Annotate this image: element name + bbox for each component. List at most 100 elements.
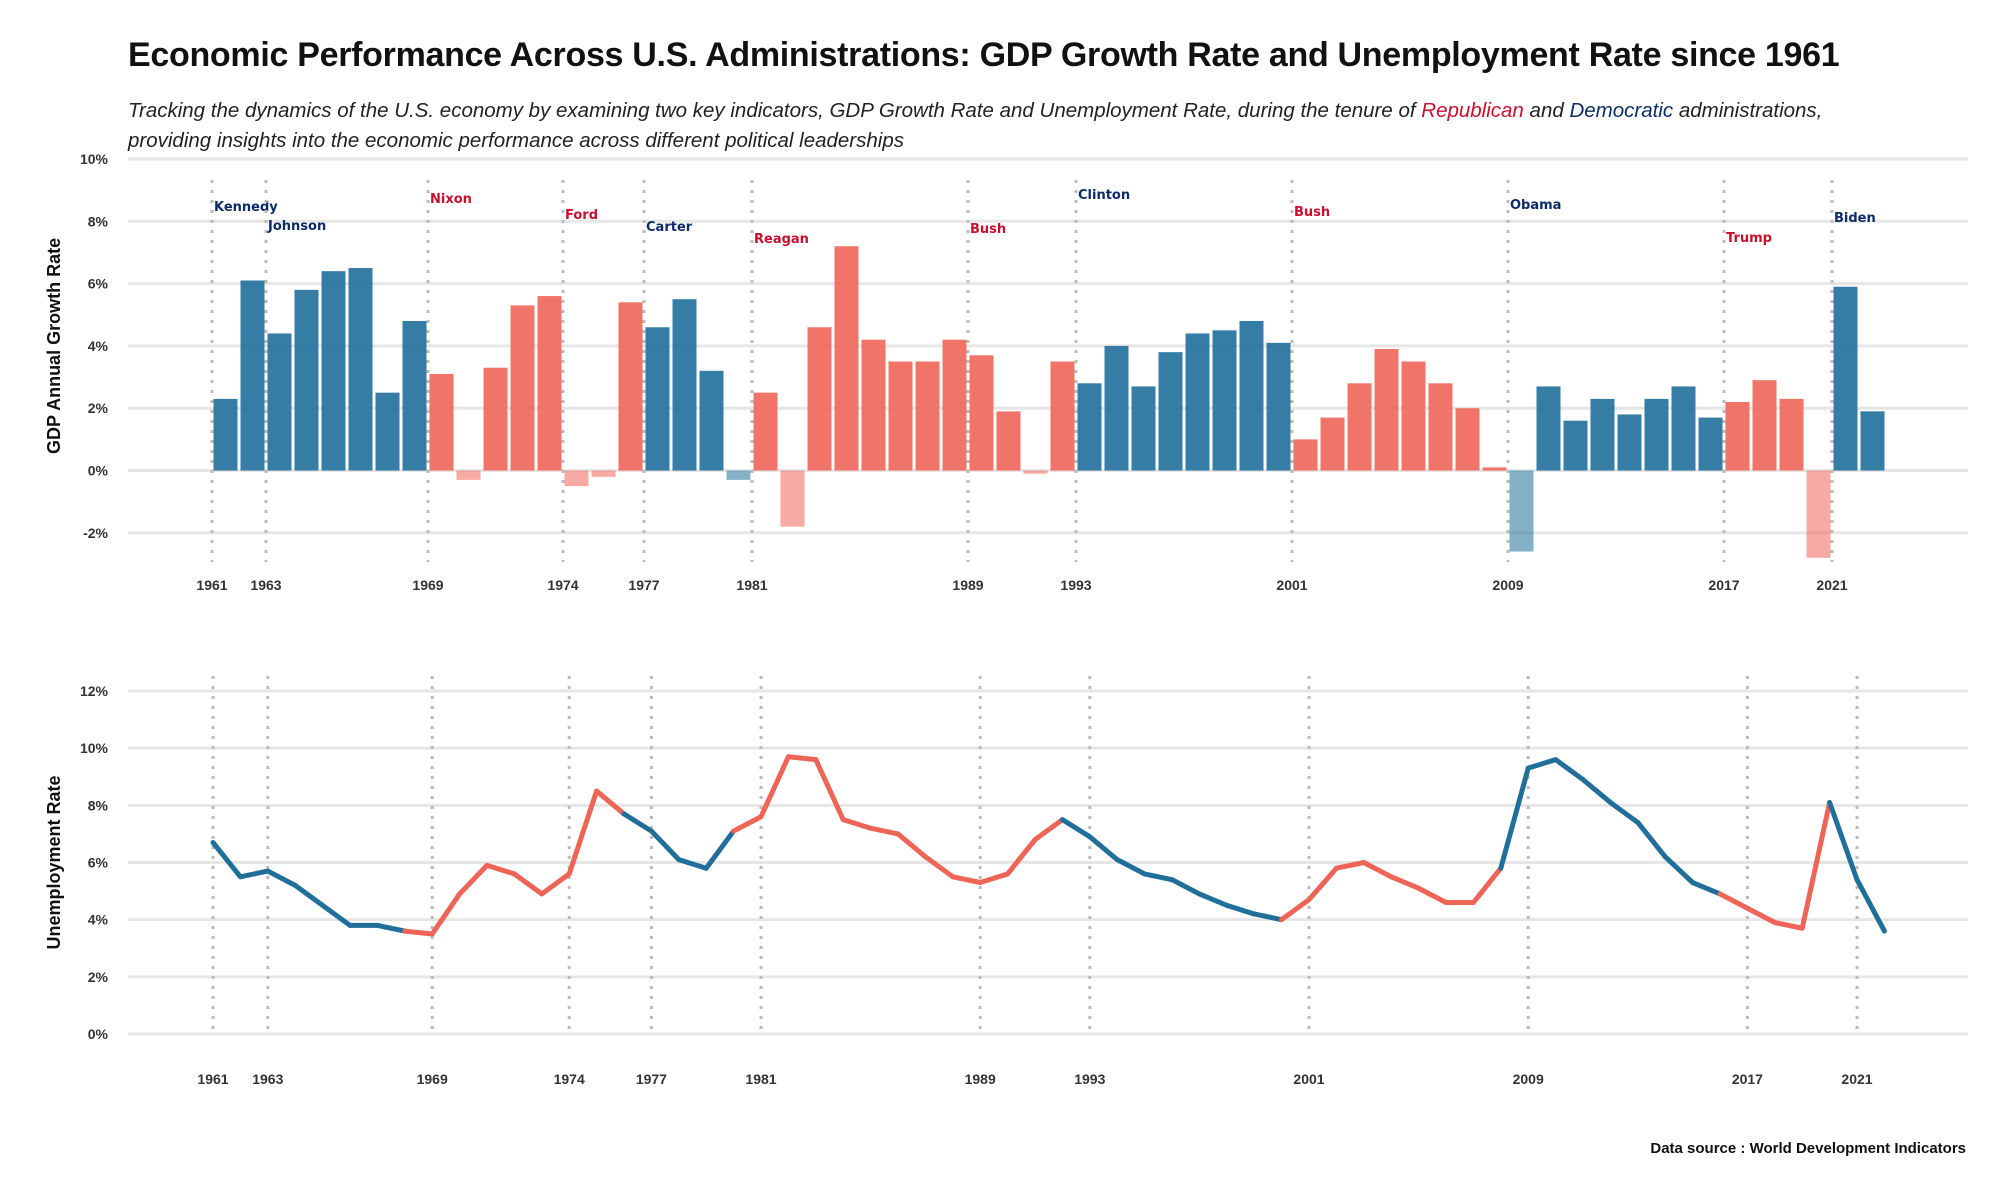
unemployment-line-segment	[1388, 874, 1422, 891]
gdp-president-label: Obama	[1510, 198, 1561, 213]
unemployment-line-segment	[1306, 865, 1339, 903]
gdp-bar	[348, 268, 373, 471]
unemployment-line-segment	[868, 825, 901, 837]
unemployment-line-segment	[429, 891, 463, 937]
unemployment-line-segment	[1114, 857, 1148, 877]
unemployment-line-segment	[1607, 799, 1641, 825]
gdp-bar	[1050, 361, 1075, 471]
gdp-bar	[1401, 361, 1426, 471]
gdp-president-label: Reagan	[754, 232, 809, 247]
gdp-bar	[213, 398, 238, 471]
unemployment-x-tick-label: 2009	[1513, 1071, 1544, 1087]
gdp-president-label: Johnson	[267, 219, 326, 234]
gdp-growth-panel: -2% 0% 2% 4% 6% 8% 10% GDP Annual Growth Rate Ke…	[44, 151, 1968, 593]
gdp-x-tick-label: 1993	[1060, 577, 1091, 593]
gdp-bar	[1428, 383, 1453, 471]
unemployment-x-tick-label: 2021	[1841, 1071, 1872, 1087]
gdp-y-tick-label: 8%	[88, 213, 109, 229]
unemployment-line-segment	[1580, 777, 1613, 805]
gdp-bar	[1320, 417, 1345, 471]
gdp-x-tick-label: 1969	[412, 577, 443, 593]
subtitle-republican: Republican	[1421, 99, 1524, 122]
gdp-y-axis-title: GDP Annual Growth Rate	[44, 238, 64, 454]
gdp-president-label: Bush	[1294, 205, 1330, 220]
chart-subtitle: Tracking the dynamics of the U.S. econom…	[128, 96, 1908, 156]
data-source-note: Data source : World Development Indicato…	[1650, 1140, 1966, 1157]
unemployment-line-segment	[1553, 757, 1586, 783]
gdp-bar	[780, 470, 805, 527]
gdp-bar	[969, 355, 994, 471]
unemployment-line-segment	[1251, 911, 1285, 923]
unemployment-line-segment	[484, 862, 517, 877]
gdp-y-tick-label: 4%	[88, 338, 109, 354]
unemployment-line-segment	[1470, 865, 1504, 906]
unemployment-line-segment	[1827, 799, 1860, 883]
gdp-bar	[1752, 380, 1777, 471]
gdp-bar	[699, 370, 724, 471]
gdp-bar	[1077, 383, 1102, 471]
gdp-president-label: Trump	[1726, 231, 1772, 246]
unemployment-y-axis-title: Unemployment Rate	[44, 775, 64, 949]
unemployment-line-segment	[210, 839, 243, 880]
gdp-y-tick-label: 6%	[88, 276, 109, 292]
unemployment-line-segment	[1525, 757, 1559, 771]
gdp-bar	[1509, 470, 1534, 552]
gdp-y-tick-label: 10%	[80, 151, 109, 167]
unemployment-x-tick-label: 1969	[417, 1071, 448, 1087]
gdp-bar	[834, 246, 859, 471]
gdp-bar	[645, 327, 670, 471]
gdp-bar	[1617, 414, 1642, 471]
unemployment-y-tick-label: 10%	[80, 740, 109, 756]
unemployment-line-segment	[1196, 891, 1230, 908]
gdp-president-label: Nixon	[430, 192, 472, 207]
gdp-bar	[726, 470, 751, 480]
subtitle-text-3: administrations, providing insights into…	[128, 99, 1823, 152]
gdp-x-tick-label: 2017	[1708, 577, 1739, 593]
gdp-bar	[1536, 386, 1561, 471]
unemployment-line-segment	[1032, 817, 1065, 843]
gdp-bar	[402, 321, 427, 471]
gdp-x-tick-label: 1961	[196, 577, 227, 593]
unemployment-line-segment	[1087, 834, 1120, 863]
unemployment-line-segment	[977, 871, 1011, 886]
unemployment-line-segment	[1224, 902, 1257, 917]
gdp-president-label: Carter	[646, 220, 693, 235]
gdp-bar	[1563, 420, 1588, 471]
gdp-x-tick-label: 1981	[736, 577, 767, 593]
gdp-bar	[1833, 286, 1858, 471]
unemployment-line-segment	[703, 828, 737, 871]
unemployment-line-segment	[265, 868, 298, 888]
gdp-bar	[1698, 417, 1723, 471]
unemployment-y-tick-label: 0%	[88, 1026, 109, 1042]
unemployment-x-tick-label: 1963	[252, 1071, 283, 1087]
gdp-bar	[1293, 439, 1318, 471]
unemployment-line-segment	[1854, 877, 1887, 934]
gdp-x-tick-label: 1974	[547, 577, 578, 593]
unemployment-line-segment	[813, 757, 846, 823]
unemployment-line-segment	[237, 868, 271, 880]
gdp-bar	[294, 289, 319, 471]
gdp-bar	[861, 339, 886, 471]
unemployment-line-segment	[594, 788, 627, 817]
gdp-x-tick-label: 2009	[1492, 577, 1523, 593]
unemployment-line-segment	[566, 788, 600, 877]
gdp-x-tick-label: 2001	[1276, 577, 1307, 593]
gdp-bar	[1158, 352, 1183, 471]
gdp-bar	[1239, 321, 1264, 471]
gdp-bar	[267, 333, 292, 471]
gdp-x-tick-label: 1989	[952, 577, 983, 593]
gdp-bar	[456, 470, 481, 480]
unemployment-x-tick-label: 2001	[1293, 1071, 1324, 1087]
gdp-president-label: Bush	[970, 222, 1006, 237]
unemployment-line-segment	[457, 862, 490, 897]
gdp-bar	[1347, 383, 1372, 471]
gdp-president-label: Biden	[1834, 211, 1876, 226]
gdp-bar	[321, 271, 346, 471]
unemployment-line-segment	[1498, 765, 1531, 871]
gdp-bar	[564, 470, 589, 487]
unemployment-line-segment	[374, 922, 408, 934]
gdp-bar	[1266, 342, 1291, 471]
unemployment-x-tick-label: 1981	[745, 1071, 776, 1087]
unemployment-line-segment	[758, 754, 791, 820]
gdp-bar	[996, 411, 1021, 471]
